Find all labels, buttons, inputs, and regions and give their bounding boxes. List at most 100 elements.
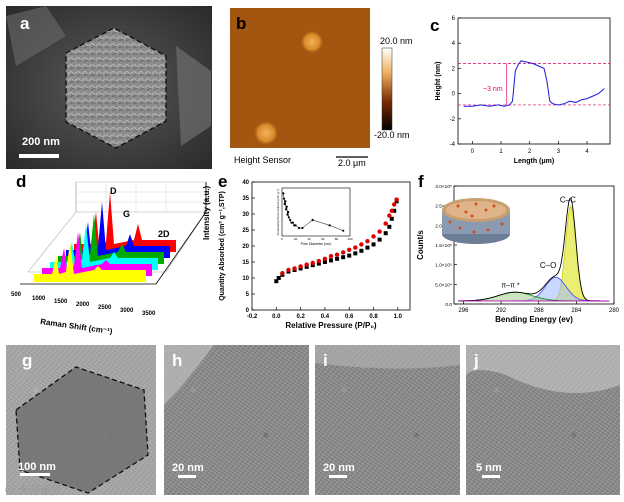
x-tick-label: 4 xyxy=(585,149,589,155)
y-tick-label: 3.0×10⁵ xyxy=(435,184,452,190)
inset-point xyxy=(294,224,297,227)
y-tick-label: 20 xyxy=(242,244,249,250)
step-annotation: ~3 nm xyxy=(483,86,503,93)
x-tick-label: 1.0 xyxy=(394,314,403,320)
inset-point xyxy=(283,202,286,206)
panel-label: c xyxy=(430,16,440,35)
scalebar-label: 20 nm xyxy=(323,462,355,474)
adsorption-point xyxy=(310,263,315,268)
y-tick-label: 0 xyxy=(452,92,456,98)
afm-image xyxy=(230,8,393,158)
panel-j: j 5 nm xyxy=(466,345,620,495)
adsorption-point xyxy=(274,279,279,284)
raman-3d-chart: 500 1000 1500 2000 2500 3000 3500 Raman Shif… xyxy=(11,181,211,335)
inset-point xyxy=(286,213,289,216)
x-tick-label: 1 xyxy=(499,149,503,155)
adsorption-point xyxy=(392,208,397,213)
y-tick-label: 1.0×10⁵ xyxy=(435,263,452,269)
desorption-point xyxy=(328,254,334,259)
svg-text:2500: 2500 xyxy=(98,305,112,311)
panel-label: f xyxy=(418,172,424,191)
adsorption-point xyxy=(383,231,388,236)
peak-label-d: D xyxy=(110,186,117,196)
adsorption-point xyxy=(389,216,394,221)
y-tick-label: 25 xyxy=(242,228,249,234)
inset-x-tick-label: 60 xyxy=(321,237,325,241)
inset-point xyxy=(282,192,285,195)
desorption-point xyxy=(387,213,392,218)
inset-x-tick-label: 40 xyxy=(308,237,312,241)
y-tick-label: 5 xyxy=(246,292,250,298)
adsorption-point xyxy=(322,260,327,264)
y-tick-label: 15 xyxy=(242,260,249,266)
scalebar-label: 2.0 μm xyxy=(338,158,366,168)
raman-xlabel: Raman Shift (cm⁻¹) xyxy=(40,317,114,335)
adsorption-point xyxy=(335,256,340,261)
panel-h: h 20 nm xyxy=(164,345,309,495)
desorption-point xyxy=(280,271,285,276)
panel-label: i xyxy=(323,351,328,370)
desorption-point xyxy=(334,252,340,257)
inset-point xyxy=(297,226,301,230)
peak-label-g: G xyxy=(123,209,131,219)
svg-text:2000: 2000 xyxy=(76,302,90,308)
scalebar-label: 200 nm xyxy=(22,136,60,148)
inset-point xyxy=(284,208,288,211)
scalebar-label: 100 nm xyxy=(18,461,56,473)
panel-label: d xyxy=(16,172,27,191)
panel-label: g xyxy=(22,351,33,370)
x-axis-label: Bending Energy (ev) xyxy=(495,315,573,324)
scalebar-label: 5 nm xyxy=(476,462,502,474)
watermark: ⊙ 大部缓提 xyxy=(4,485,63,497)
panel-c: 0 1 2 3 4 -4 -2 0 2 4 6 Length (μm) Height (nm) c ~3… xyxy=(428,6,620,169)
svg-text:1000: 1000 xyxy=(32,296,46,302)
nanosheet-illustration xyxy=(442,198,510,244)
svg-text:500: 500 xyxy=(11,292,22,298)
panel-a: a 200 nm xyxy=(6,6,212,169)
y-tick-label: 5.0×10⁴ xyxy=(435,282,452,288)
svg-text:3000: 3000 xyxy=(120,308,134,314)
desorption-point xyxy=(383,221,388,226)
desorption-point xyxy=(292,266,297,271)
desorption-point xyxy=(359,242,364,247)
xps-chart: 2962922882842800.05.0×10⁴1.0×10⁵1.5×10⁵2… xyxy=(416,184,620,324)
panel-i: i 20 nm xyxy=(315,345,460,495)
inset-point xyxy=(284,200,287,203)
inset-x-tick-label: 100 xyxy=(347,237,352,241)
x-tick-label: 2 xyxy=(528,149,532,155)
inset-point xyxy=(289,218,292,222)
x-tick-label: 0.2 xyxy=(296,314,305,320)
panel-g: g 100 nm xyxy=(6,345,156,495)
colorbar-min-label: -20.0 nm xyxy=(374,130,410,140)
height-profile-line xyxy=(463,60,605,107)
x-tick-label: 3 xyxy=(557,149,561,155)
peak-label-pipi: π–π * xyxy=(501,282,519,289)
isotherm-chart: -0.2 0.0 0.2 0.4 0.6 0.8 1.0 0 5 10 15 20 25 30 35 40 Re… xyxy=(219,180,411,330)
inset-point xyxy=(342,229,345,232)
sem-image xyxy=(6,6,212,169)
raman-ylabel: Intensity (a.u.) xyxy=(202,185,211,240)
colorbar-max-label: 20.0 nm xyxy=(380,36,413,46)
scalebar-label: 20 nm xyxy=(172,462,204,474)
adsorption-point xyxy=(387,224,392,229)
y-tick-label: 0 xyxy=(246,308,250,314)
inset-point xyxy=(301,226,304,230)
panel-label: e xyxy=(218,172,228,191)
y-axis-label: Quantity Absorbed (cm³ g⁻¹,STP) xyxy=(219,191,226,301)
adsorption-point xyxy=(341,255,346,260)
panel-f: 2962922882842800.05.0×10⁴1.0×10⁵1.5×10⁵2… xyxy=(414,172,620,335)
svg-text:1500: 1500 xyxy=(54,299,68,305)
desorption-point xyxy=(310,260,315,266)
inset-point xyxy=(287,216,290,219)
desorption-point xyxy=(389,208,394,213)
adsorption-point xyxy=(347,253,352,258)
svg-text:3500: 3500 xyxy=(142,311,156,317)
inset-x-tick-label: 20 xyxy=(294,237,298,241)
adsorption-point xyxy=(304,264,309,269)
y-tick-label: 35 xyxy=(242,196,249,202)
adsorption-point xyxy=(276,276,281,280)
inset-point xyxy=(282,197,286,200)
adsorption-point xyxy=(359,248,364,253)
inset-point xyxy=(328,224,331,227)
adsorption-point xyxy=(316,261,321,266)
